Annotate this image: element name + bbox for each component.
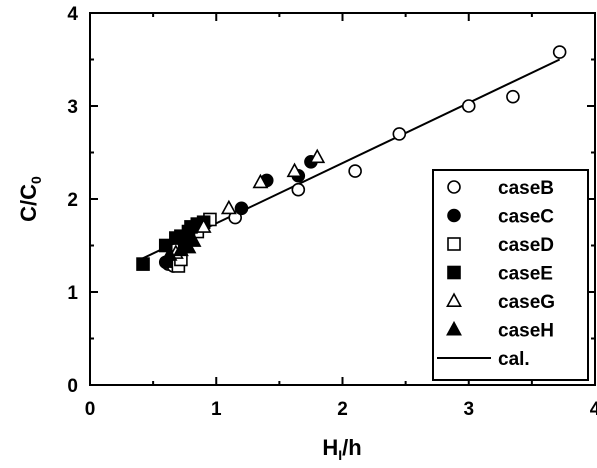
data-point-caseb xyxy=(392,127,407,141)
data-point-caseg xyxy=(195,218,212,233)
y-axis-label-sub: 0 xyxy=(28,176,44,184)
data-point-casec xyxy=(234,201,249,216)
data-markers xyxy=(136,45,567,273)
x-tick-labels: 0 1 2 3 4 xyxy=(85,399,597,420)
data-point-caseg xyxy=(220,199,237,215)
legend-swatch-caseh xyxy=(446,320,462,336)
y-tick-labels: 0 1 2 3 4 xyxy=(67,4,78,397)
legend-label-caseh: caseH xyxy=(498,321,554,342)
legend-swatch-casec xyxy=(447,208,461,223)
legend-swatch-casee xyxy=(447,265,461,280)
data-point-caseg xyxy=(309,148,326,164)
legend-swatch-cased xyxy=(447,237,461,251)
x-tick-label: 1 xyxy=(211,399,222,420)
y-tick-label: 0 xyxy=(67,376,78,397)
y-tick-label: 3 xyxy=(67,97,78,118)
data-point-caseb xyxy=(506,89,520,104)
y-tick-label: 4 xyxy=(67,4,78,25)
y-axis-label-main: C/C xyxy=(16,184,41,222)
legend-label-casee: caseE xyxy=(498,264,553,285)
legend-label-cased: caseD xyxy=(498,235,554,256)
data-point-caseb xyxy=(552,45,567,59)
data-point-casee xyxy=(136,257,150,271)
legend-label-casec: caseC xyxy=(498,207,554,228)
y-axis-label: C/C0 xyxy=(16,176,44,222)
x-tick-label: 0 xyxy=(85,399,96,420)
data-point-caseb xyxy=(291,182,306,197)
data-point-caseg xyxy=(252,173,269,189)
x-tick-label: 2 xyxy=(337,399,348,420)
y-tick-label: 2 xyxy=(67,190,78,211)
data-point-caseb xyxy=(348,164,362,178)
legend-items: caseB caseC caseD caseE caseG caseH cal. xyxy=(437,178,555,370)
x-axis-label-main: H xyxy=(322,435,338,460)
legend-label-caseb: caseB xyxy=(498,178,554,199)
y-tick-label: 1 xyxy=(67,283,78,304)
legend-label-cal: cal. xyxy=(498,349,530,370)
data-point-caseg xyxy=(286,162,303,178)
legend-swatch-caseb xyxy=(447,180,461,194)
data-point-caseh xyxy=(161,246,178,261)
legend-swatch-caseg xyxy=(446,292,462,307)
x-axis-label-rest: /h xyxy=(342,435,362,460)
x-tick-label: 4 xyxy=(590,399,597,420)
legend-label-caseg: caseG xyxy=(498,292,555,313)
x-tick-label: 3 xyxy=(463,399,474,420)
x-axis-label: HI/h xyxy=(322,435,361,463)
data-point-caseb xyxy=(461,99,476,113)
data-point-caseh xyxy=(185,232,202,247)
x-axis-label-sub: I xyxy=(338,447,342,463)
legend: caseB caseC caseD caseE caseG caseH cal. xyxy=(432,169,589,381)
